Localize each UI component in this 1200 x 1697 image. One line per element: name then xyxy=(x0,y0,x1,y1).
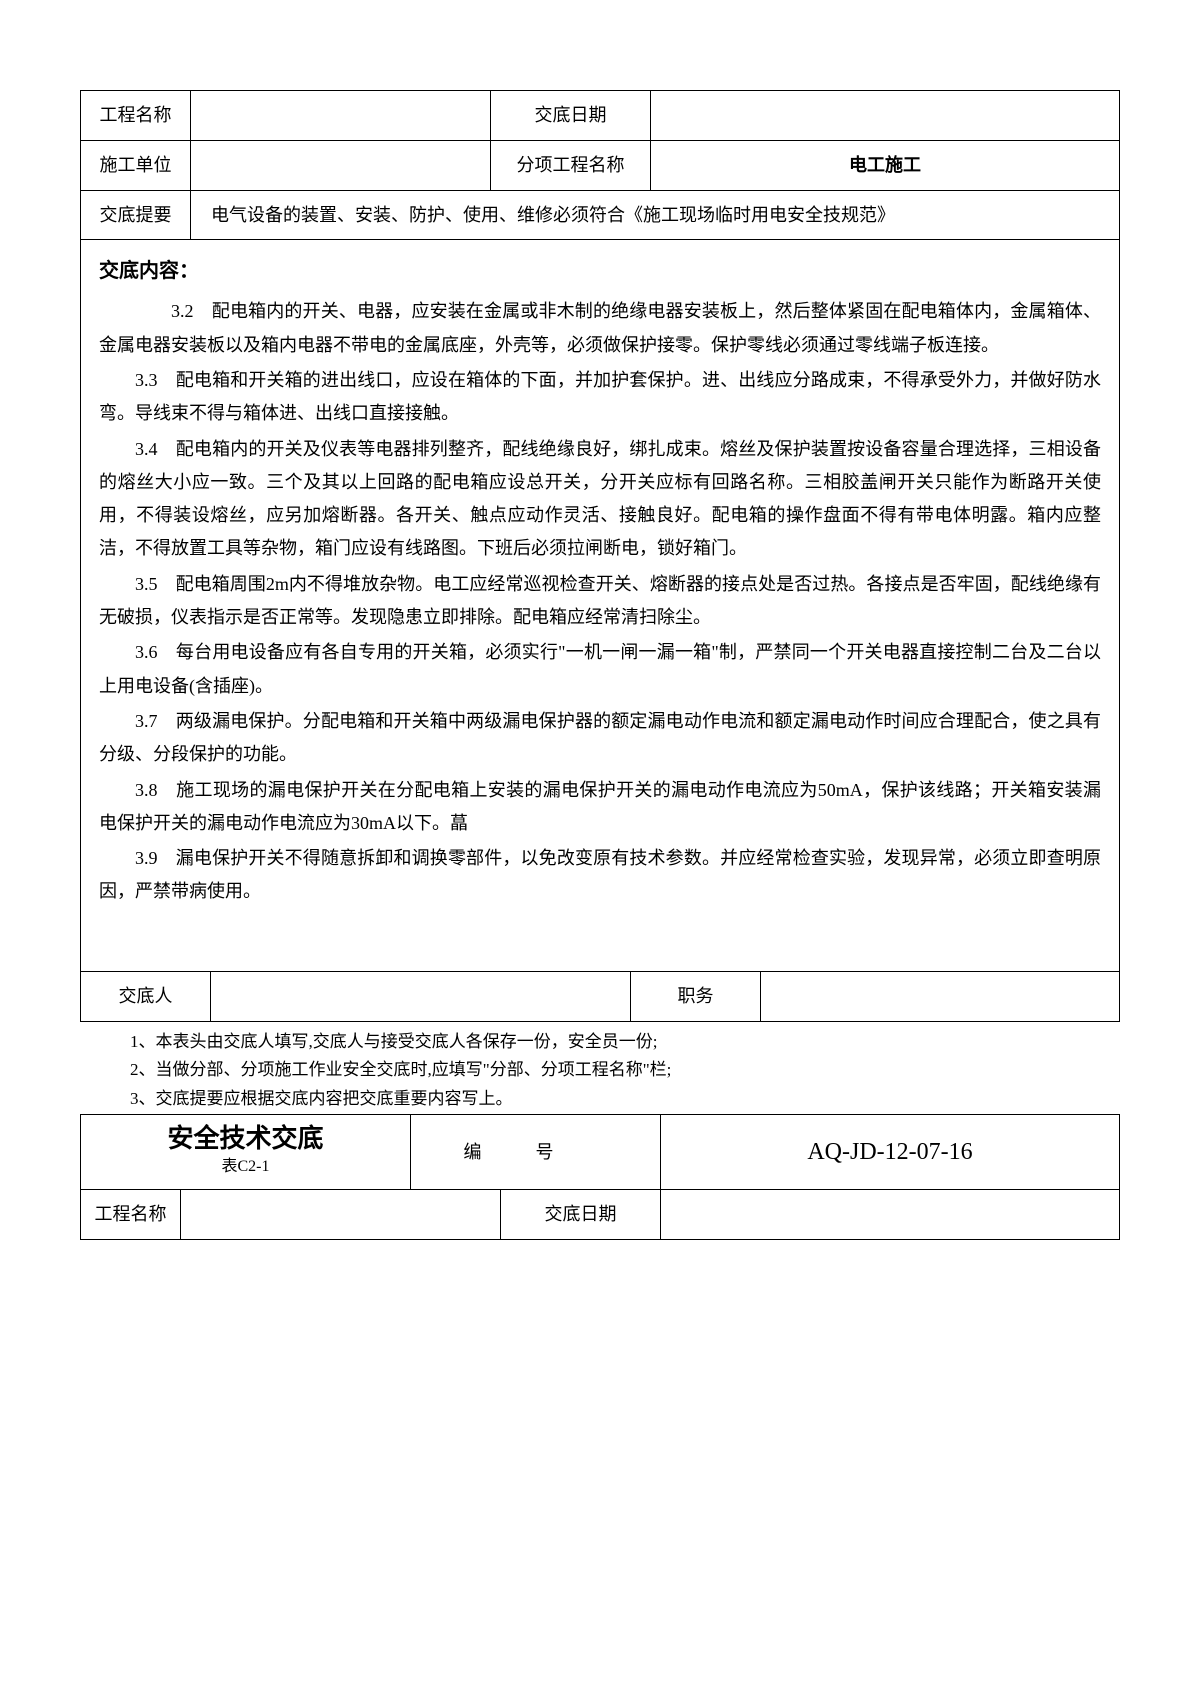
footer-title-cell: 安全技术交底 表C2-1 xyxy=(81,1115,411,1190)
content-para: 3.8 施工现场的漏电保护开关在分配电箱上安装的漏电保护开关的漏电动作电流应为5… xyxy=(99,774,1101,841)
footer-project-label: 工程名称 xyxy=(81,1190,181,1239)
header-table: 工程名称 交底日期 施工单位 分项工程名称 电工施工 交底提要 电气设备的装置、… xyxy=(80,90,1120,240)
content-para: 3.2 配电箱内的开关、电器，应安装在金属或非木制的绝缘电器安装板上，然后整体紧… xyxy=(99,295,1101,362)
header-unit-value xyxy=(191,140,491,190)
footer-project-value xyxy=(181,1190,501,1239)
content-para: 3.6 每台用电设备应有各自专用的开关箱，必须实行"一机一闸一漏一箱"制，严禁同… xyxy=(99,636,1101,703)
signature-table: 交底人 职务 xyxy=(80,972,1120,1022)
content-para: 3.4 配电箱内的开关及仪表等电器排列整齐，配线绝缘良好，绑扎成束。熔丝及保护装… xyxy=(99,433,1101,566)
footer-date-label: 交底日期 xyxy=(501,1190,661,1239)
content-para: 3.7 两级漏电保护。分配电箱和开关箱中两级漏电保护器的额定漏电动作电流和额定漏… xyxy=(99,705,1101,772)
footer-title: 安全技术交底 xyxy=(89,1125,402,1154)
header-date-value xyxy=(651,91,1120,141)
header-subproject-value: 电工施工 xyxy=(651,140,1120,190)
content-title: 交底内容： xyxy=(99,255,1101,287)
footer-row2-table: 工程名称 交底日期 xyxy=(80,1190,1120,1240)
header-project-label: 工程名称 xyxy=(81,91,191,141)
footer-code: AQ-JD-12-07-16 xyxy=(661,1115,1120,1190)
note-line: 2、当做分部、分项施工作业安全交底时,应填写"分部、分项工程名称"栏; xyxy=(130,1056,1120,1085)
content-para: 3.3 配电箱和开关箱的进出线口，应设在箱体的下面，并加护套保护。进、出线应分路… xyxy=(99,364,1101,431)
signature-person-value xyxy=(211,972,631,1021)
header-summary-value: 电气设备的装置、安装、防护、使用、维修必须符合《施工现场临时用电安全技规范》 xyxy=(191,190,1120,240)
notes-section: 1、本表头由交底人填写,交底人与接受交底人各保存一份，安全员一份;2、当做分部、… xyxy=(80,1022,1120,1115)
signature-position-label: 职务 xyxy=(631,972,761,1021)
signature-person-label: 交底人 xyxy=(81,972,211,1021)
header-date-label: 交底日期 xyxy=(491,91,651,141)
footer-subtitle: 表C2-1 xyxy=(89,1154,402,1180)
header-subproject-label: 分项工程名称 xyxy=(491,140,651,190)
header-unit-label: 施工单位 xyxy=(81,140,191,190)
header-summary-label: 交底提要 xyxy=(81,190,191,240)
content-section: 交底内容： 3.2 配电箱内的开关、电器，应安装在金属或非木制的绝缘电器安装板上… xyxy=(80,240,1120,971)
content-para: 3.5 配电箱周围2m内不得堆放杂物。电工应经常巡视检查开关、熔断器的接点处是否… xyxy=(99,568,1101,635)
signature-position-value xyxy=(761,972,1120,1021)
note-line: 1、本表头由交底人填写,交底人与接受交底人各保存一份，安全员一份; xyxy=(130,1028,1120,1057)
content-para: 3.9 漏电保护开关不得随意拆卸和调换零部件，以免改变原有技术参数。并应经常检查… xyxy=(99,842,1101,909)
footer-date-value xyxy=(661,1190,1120,1239)
footer-table: 安全技术交底 表C2-1 编号 AQ-JD-12-07-16 xyxy=(80,1114,1120,1190)
header-project-value xyxy=(191,91,491,141)
footer-num-label: 编号 xyxy=(411,1115,661,1190)
content-paragraphs: 3.2 配电箱内的开关、电器，应安装在金属或非木制的绝缘电器安装板上，然后整体紧… xyxy=(99,295,1101,908)
note-line: 3、交底提要应根据交底内容把交底重要内容写上。 xyxy=(130,1085,1120,1114)
